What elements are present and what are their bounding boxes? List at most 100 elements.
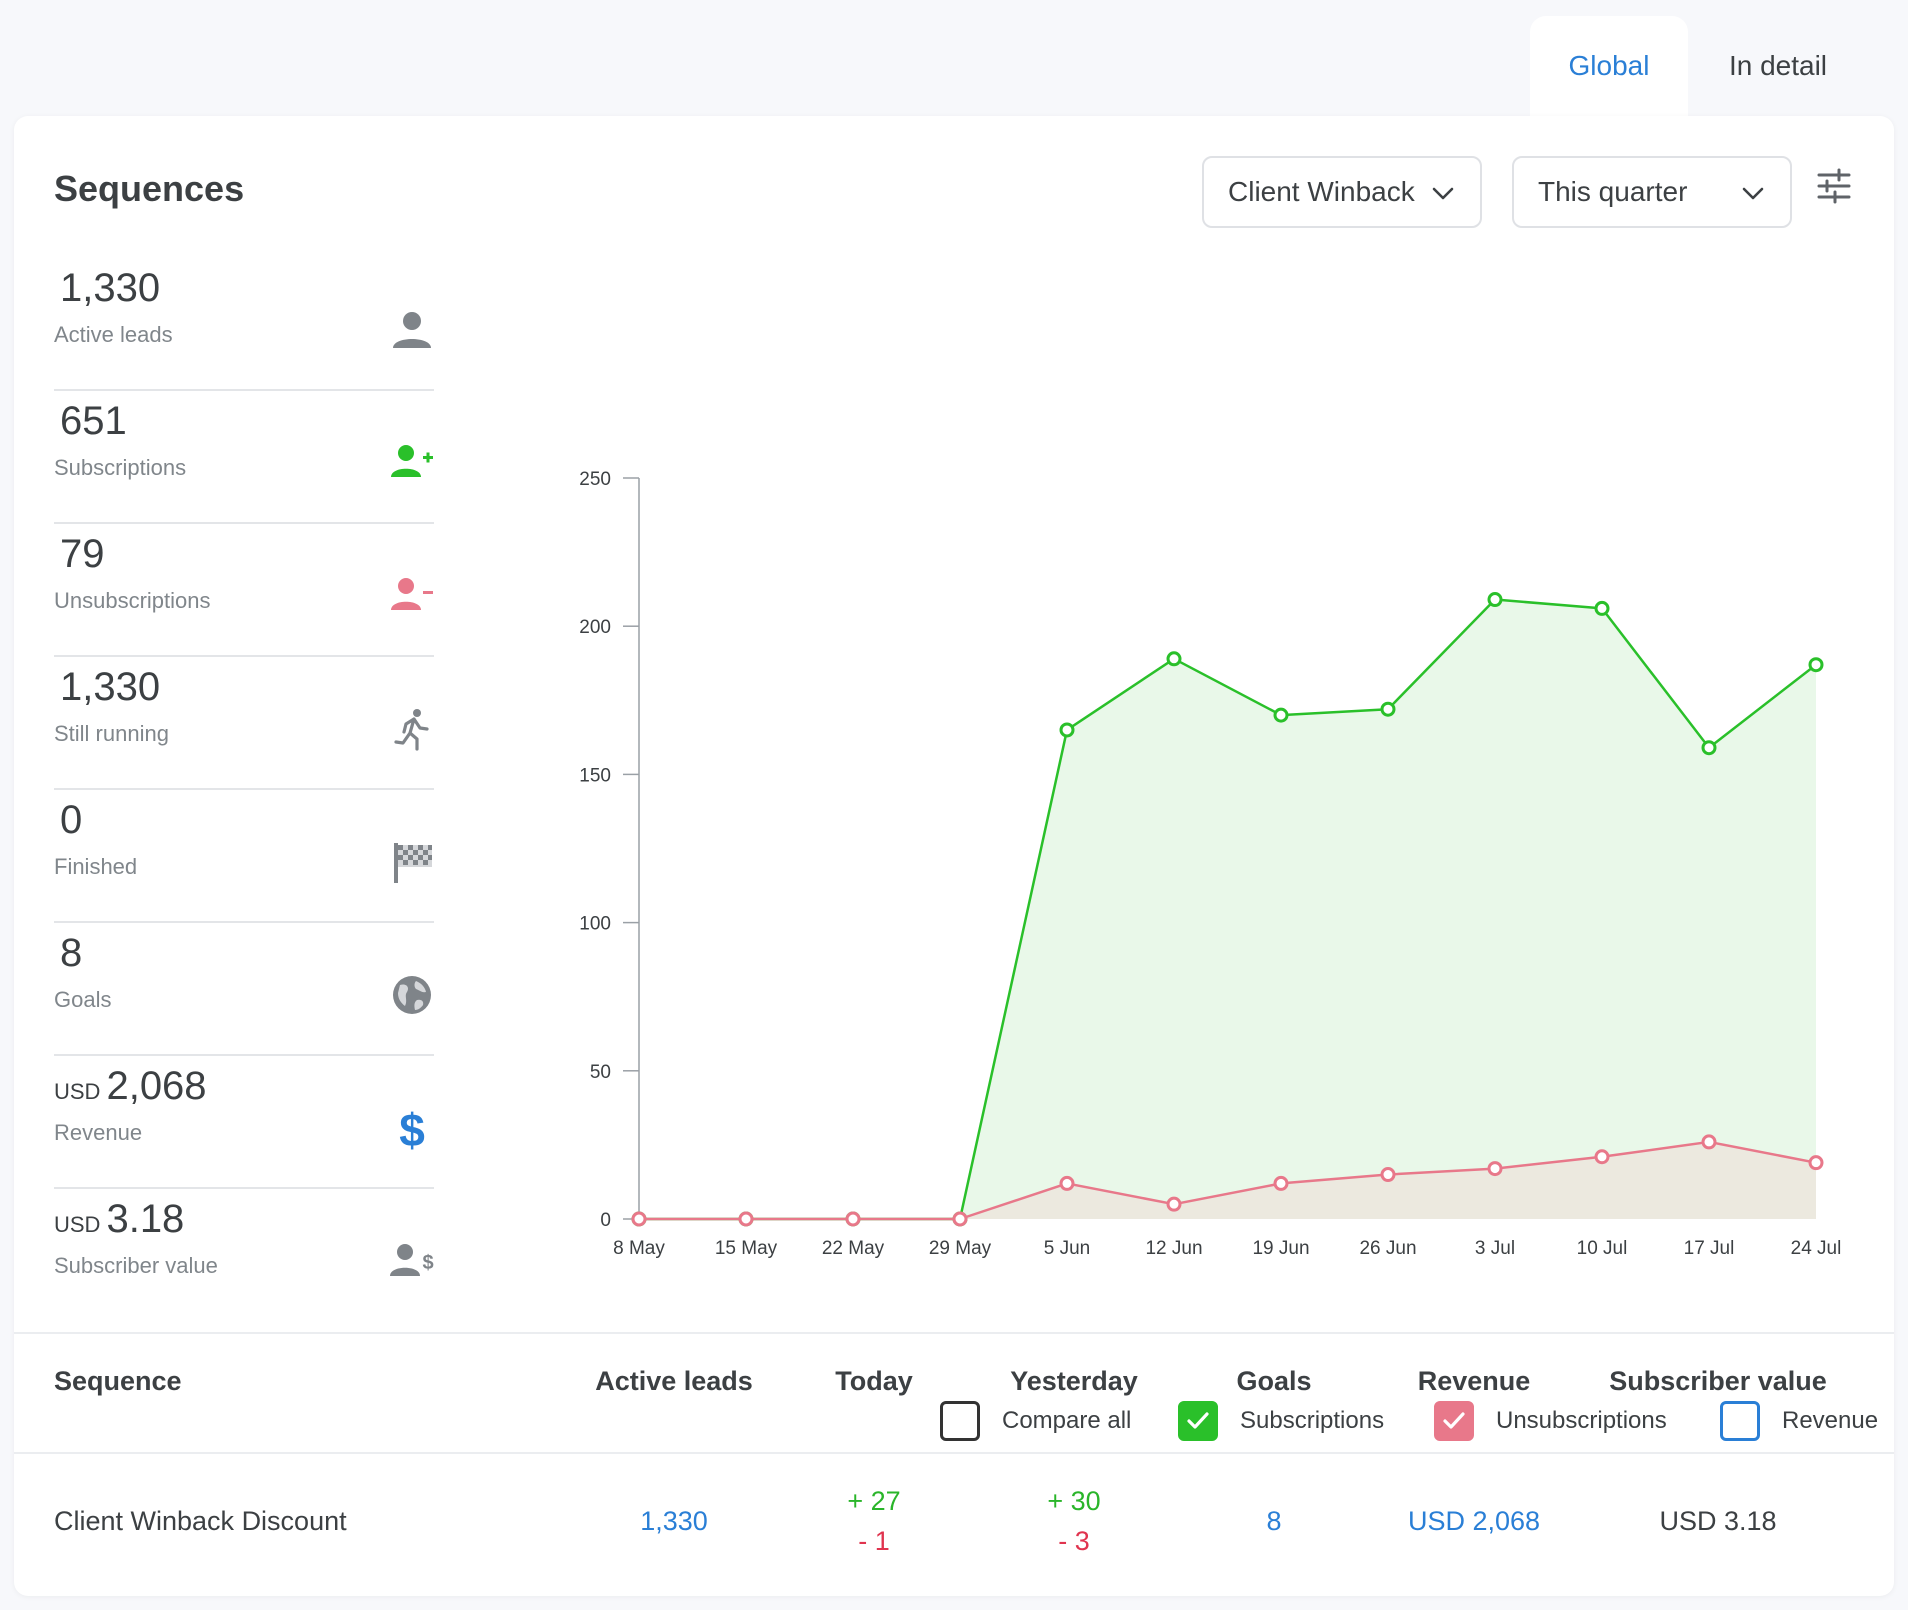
- data-point: [1808, 1155, 1824, 1171]
- y-tick-label: 200: [579, 617, 611, 638]
- x-tick-label: 17 Jul: [1684, 1238, 1735, 1259]
- cell-goals[interactable]: 8: [1266, 1506, 1282, 1536]
- stat-still-running: 1,330 Still running: [54, 657, 434, 790]
- table-header-row: Sequence Active leads Today Yesterday Go…: [14, 1334, 1894, 1434]
- stats-list: 1,330 Active leads 651 Subscriptions 79 …: [54, 258, 434, 1322]
- stat-label: Goals: [54, 987, 112, 1012]
- legend-label: Unsubscriptions: [1496, 1407, 1667, 1434]
- stat-finished: 0 Finished: [54, 790, 434, 923]
- x-tick-label: 15 May: [715, 1238, 778, 1259]
- person-dollar-icon: $: [390, 1244, 434, 1276]
- x-tick-label: 22 May: [822, 1238, 885, 1259]
- legend-subscriptions[interactable]: Subscriptions: [1178, 1401, 1384, 1441]
- y-tick-label: 150: [579, 765, 611, 786]
- data-point: [1273, 707, 1289, 723]
- legend-label: Compare all: [1002, 1407, 1132, 1434]
- stat-label: Unsubscriptions: [54, 588, 211, 613]
- stat-value: 8: [60, 931, 83, 975]
- sequence-dropdown[interactable]: Client Winback: [1202, 156, 1482, 228]
- data-point: [1487, 592, 1503, 608]
- section-title: Sequences: [54, 168, 245, 209]
- stat-goals: 8 Goals: [54, 923, 434, 1056]
- series-line: [639, 1140, 1817, 1221]
- data-point: [1594, 1149, 1610, 1165]
- data-point: [1166, 651, 1182, 667]
- tab-global[interactable]: Global: [1530, 16, 1688, 116]
- column-header-active-leads[interactable]: Active leads: [595, 1366, 753, 1396]
- checkbox[interactable]: [940, 1401, 980, 1441]
- chart-svg: 0 50 100 150 200 250 8 May 15 May 22 May 29 May 5 …: [579, 469, 1842, 1259]
- table-top-divider: [14, 1332, 1894, 1334]
- dollar-icon: $: [399, 1106, 425, 1150]
- sequence-chart: 0 50 100 150 200 250 8 May 15 May 22 May 29 May 5 …: [534, 336, 1878, 1441]
- data-point: [1166, 1196, 1182, 1212]
- column-header-today[interactable]: Today: [835, 1366, 913, 1396]
- data-point: [1808, 657, 1824, 673]
- legend-compare-all[interactable]: Compare all: [940, 1401, 1131, 1441]
- y-tick-label: 0: [600, 1210, 611, 1231]
- stat-label: Still running: [54, 721, 169, 746]
- x-tick-label: 12 Jun: [1145, 1238, 1202, 1259]
- checkbox[interactable]: [1720, 1401, 1760, 1441]
- x-tick-label: 10 Jul: [1577, 1238, 1628, 1259]
- stat-label: Subscriptions: [54, 455, 187, 480]
- column-header-subscriber-value[interactable]: Subscriber value: [1609, 1366, 1827, 1396]
- column-header-sequence[interactable]: Sequence: [54, 1366, 182, 1396]
- x-tick-label: 5 Jun: [1044, 1238, 1090, 1259]
- stat-active-leads: 1,330 Active leads: [54, 258, 434, 391]
- globe-icon: [393, 976, 431, 1014]
- cell-active-leads[interactable]: 1,330: [640, 1506, 708, 1536]
- data-point: [845, 1211, 861, 1227]
- cell-sequence[interactable]: Client Winback Discount: [54, 1506, 347, 1536]
- checkbox[interactable]: [1434, 1401, 1474, 1441]
- data-point: [1059, 1175, 1075, 1191]
- period-dropdown-value: This quarter: [1538, 176, 1688, 207]
- person-icon: [393, 312, 431, 348]
- data-point: [1487, 1161, 1503, 1177]
- series-area: [639, 599, 1816, 1219]
- legend-unsubscriptions[interactable]: Unsubscriptions: [1434, 1401, 1667, 1441]
- column-header-goals[interactable]: Goals: [1236, 1366, 1312, 1396]
- cell-revenue[interactable]: USD 2,068: [1407, 1506, 1541, 1536]
- stat-value: USD 2,068: [54, 1064, 207, 1108]
- period-dropdown[interactable]: This quarter: [1512, 156, 1792, 228]
- stat-value: 1,330: [60, 266, 161, 310]
- legend-revenue[interactable]: Revenue: [1720, 1401, 1878, 1441]
- data-point: [1701, 740, 1717, 756]
- tab-in-detail[interactable]: In detail: [1728, 50, 1828, 81]
- cell-today-plus: + 27: [847, 1486, 901, 1516]
- data-point: [1059, 722, 1075, 738]
- y-tick-label: 50: [590, 1062, 611, 1083]
- cell-yesterday-plus: + 30: [1047, 1486, 1101, 1516]
- y-tick-label: 100: [579, 914, 611, 935]
- running-icon: [394, 709, 429, 751]
- data-point: [1594, 600, 1610, 616]
- stat-label: Revenue: [54, 1120, 143, 1145]
- person-add-icon: [391, 445, 433, 477]
- column-header-revenue[interactable]: Revenue: [1417, 1366, 1531, 1396]
- view-tabs: Global In detail: [1530, 16, 1868, 116]
- check-icon: [1443, 1412, 1465, 1429]
- table-row[interactable]: Client Winback Discount 1,330 + 27 - 1 +…: [14, 1456, 1894, 1586]
- x-tick-label: 26 Jun: [1359, 1238, 1416, 1259]
- x-tick-label: 8 May: [613, 1238, 665, 1259]
- data-point: [1701, 1134, 1717, 1150]
- x-tick-label: 24 Jul: [1791, 1238, 1842, 1259]
- data-point: [1380, 701, 1396, 717]
- stat-revenue: USD 2,068 Revenue $: [54, 1056, 434, 1189]
- person-remove-icon: [391, 578, 433, 610]
- filter-settings-icon[interactable]: [1816, 168, 1852, 204]
- svg-text:$: $: [422, 1252, 433, 1274]
- chevron-down-icon: [1432, 187, 1454, 200]
- cell-today-minus: - 1: [858, 1526, 890, 1556]
- stat-unsubscriptions: 79 Unsubscriptions: [54, 524, 434, 657]
- column-header-yesterday[interactable]: Yesterday: [1010, 1366, 1138, 1396]
- svg-text:$: $: [399, 1106, 425, 1150]
- checkbox[interactable]: [1178, 1401, 1218, 1441]
- data-point: [952, 1211, 968, 1227]
- table-header-divider: [14, 1452, 1894, 1454]
- stat-label: Subscriber value: [54, 1253, 218, 1278]
- x-tick-label: 3 Jul: [1475, 1238, 1515, 1259]
- checkered-flag-icon: [394, 843, 432, 883]
- data-point: [631, 1211, 647, 1227]
